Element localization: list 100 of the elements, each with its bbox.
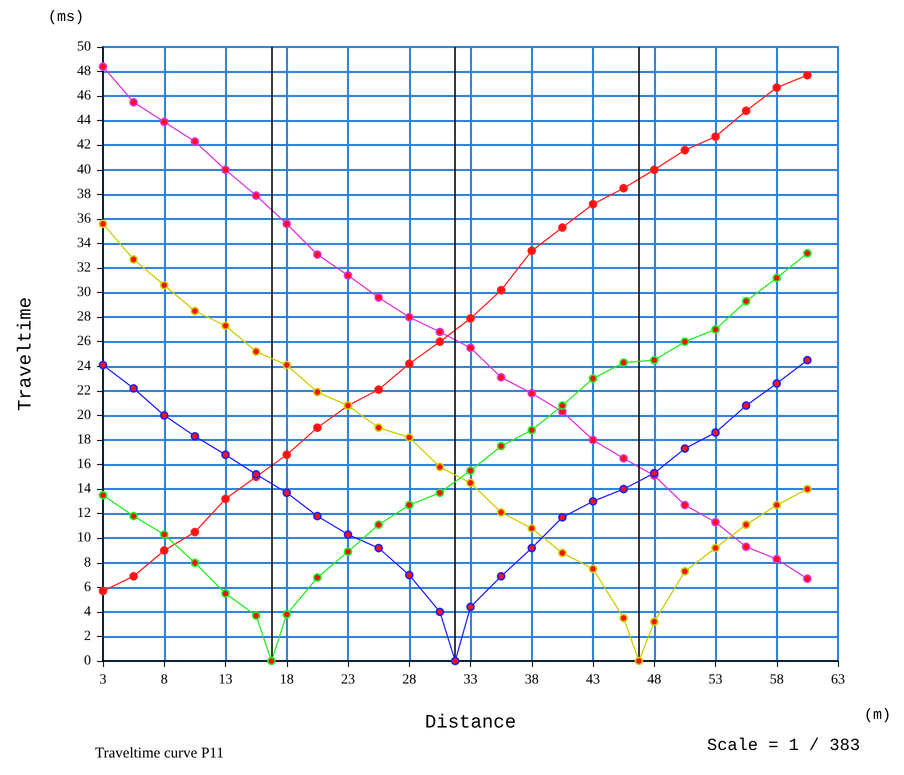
- point: [466, 466, 475, 475]
- y-axis-title: Traveltime: [14, 296, 36, 412]
- y-tick-label: 50: [77, 40, 91, 54]
- point: [374, 385, 383, 394]
- point: [528, 544, 536, 552]
- point: [528, 246, 536, 256]
- point: [221, 589, 230, 598]
- point: [313, 388, 322, 396]
- point: [344, 530, 352, 539]
- text: (ms): [48, 9, 84, 26]
- point: [772, 83, 781, 92]
- x-tick-label: 63: [831, 672, 845, 688]
- point: [98, 490, 108, 500]
- point: [558, 548, 567, 558]
- point: [221, 450, 230, 459]
- point: [98, 586, 108, 596]
- y-tick-label: 6: [84, 580, 91, 595]
- point: [772, 274, 781, 282]
- point: [772, 554, 781, 564]
- point: [588, 374, 598, 383]
- point: [313, 423, 322, 432]
- point: [98, 62, 108, 71]
- point: [436, 488, 444, 498]
- text: Scale = 1 / 383: [707, 737, 860, 756]
- point: [267, 656, 276, 666]
- x-tick-label: 53: [708, 672, 722, 688]
- point: [803, 484, 812, 494]
- point: [282, 450, 291, 459]
- point: [588, 436, 598, 444]
- point: [680, 146, 690, 154]
- point: [190, 558, 200, 568]
- point: [619, 484, 628, 494]
- point: [711, 518, 720, 526]
- point: [496, 373, 506, 382]
- y-tick-label: 28: [77, 310, 91, 325]
- point: [160, 118, 168, 126]
- point: [680, 337, 690, 346]
- point: [450, 656, 460, 666]
- point: [650, 617, 658, 626]
- y-tick-label: 42: [77, 138, 91, 153]
- point: [160, 280, 168, 290]
- point: [190, 306, 200, 316]
- y-tick-label: 24: [77, 358, 91, 374]
- point: [252, 470, 260, 479]
- point: [803, 574, 812, 583]
- point: [221, 166, 230, 174]
- point: [374, 520, 383, 529]
- point: [129, 384, 138, 393]
- point: [803, 249, 812, 258]
- y-tick-label: 10: [77, 530, 91, 546]
- y-tick-label: 46: [77, 88, 91, 104]
- point: [405, 360, 414, 368]
- point: [252, 191, 260, 200]
- y-tick-label: 2: [84, 628, 91, 644]
- point: [436, 337, 444, 346]
- point: [405, 500, 414, 510]
- y-tick-label: 16: [77, 457, 91, 472]
- x-axis-title: Distance: [424, 712, 516, 734]
- x-tick-label: 58: [770, 672, 784, 688]
- point: [711, 325, 720, 334]
- point: [496, 442, 506, 450]
- y-tick-label: 20: [77, 408, 91, 423]
- y-tick-label: 30: [77, 285, 91, 300]
- y-tick-label: 26: [77, 334, 91, 350]
- point: [466, 478, 475, 488]
- point: [558, 513, 567, 522]
- point: [98, 360, 108, 370]
- point: [619, 454, 628, 463]
- point: [313, 573, 322, 582]
- point: [374, 544, 383, 552]
- point: [588, 564, 598, 574]
- point: [190, 528, 200, 536]
- text: (m): [864, 707, 892, 724]
- point: [742, 520, 750, 529]
- point: [742, 542, 750, 552]
- x-tick-label: 33: [464, 672, 478, 688]
- point: [528, 389, 536, 398]
- point: [405, 312, 414, 322]
- point: [129, 98, 138, 107]
- point: [98, 220, 108, 228]
- point: [344, 547, 352, 556]
- point: [680, 567, 690, 576]
- y-tick-label: 22: [77, 383, 91, 398]
- point: [436, 328, 444, 336]
- point: [742, 401, 750, 410]
- point: [405, 433, 414, 442]
- point: [650, 468, 658, 478]
- y-tick-label: 34: [77, 236, 91, 251]
- x-tick-label: 23: [341, 672, 355, 688]
- x-tick-label: 38: [524, 672, 539, 688]
- point: [650, 166, 658, 174]
- point: [466, 314, 475, 323]
- point: [772, 500, 781, 510]
- y-tick-label: 4: [84, 604, 91, 620]
- point: [221, 322, 230, 330]
- point: [742, 296, 750, 306]
- point: [436, 462, 444, 472]
- point: [528, 524, 536, 533]
- point: [436, 608, 444, 616]
- point: [221, 494, 230, 504]
